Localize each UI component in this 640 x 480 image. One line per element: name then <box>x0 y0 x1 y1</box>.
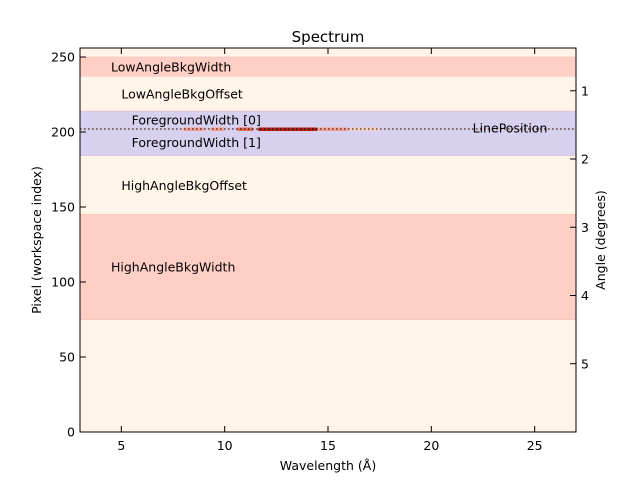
x-tick-label-2: 15 <box>320 438 336 453</box>
signal-segment-0 <box>183 127 204 131</box>
region-label-1: LowAngleBkgOffset <box>121 86 243 101</box>
y2-tick-label-3: 4 <box>581 288 589 303</box>
x-axis: 5 10 15 20 25 <box>117 48 543 453</box>
y2-tick-label-1: 2 <box>581 152 589 167</box>
region-label-5: HighAngleBkgWidth <box>111 260 235 275</box>
x-tick-label-3: 20 <box>423 438 439 453</box>
x-tick-label-1: 10 <box>217 438 233 453</box>
region-label-4: HighAngleBkgOffset <box>121 178 247 193</box>
y-tick-label-3: 150 <box>51 200 75 215</box>
y-tick-label-1: 50 <box>59 350 75 365</box>
y-tick-label-4: 200 <box>51 125 75 140</box>
region-1 <box>80 76 576 111</box>
y2-tick-label-0: 1 <box>581 83 589 98</box>
y-axis-label: Pixel (workspace index) <box>29 166 44 314</box>
secondary-y-axis-label: Angle (degrees) <box>593 190 608 290</box>
chart-title: Spectrum <box>292 28 365 46</box>
x-tick-label-4: 25 <box>527 438 543 453</box>
line-position-label: LinePosition <box>473 121 548 136</box>
y-axis: 0 50 100 150 200 250 <box>51 50 86 440</box>
y-tick-label-5: 250 <box>51 50 75 65</box>
x-tick-label-0: 5 <box>117 438 125 453</box>
secondary-y-axis: 1 2 3 4 5 <box>570 83 589 371</box>
region-4 <box>80 156 576 215</box>
y-tick-label-0: 0 <box>67 425 75 440</box>
region-3 <box>79 128 577 157</box>
x-axis-label: Wavelength (Å) <box>280 458 376 473</box>
region-label-2: ForegroundWidth [0] <box>132 113 261 128</box>
y2-tick-label-4: 5 <box>581 356 589 371</box>
plot-area: LowAngleBkgWidth LowAngleBkgOffset Foregro… <box>79 48 577 432</box>
y2-tick-label-2: 3 <box>581 220 589 235</box>
y-tick-label-2: 100 <box>51 275 75 290</box>
region-label-3: ForegroundWidth [1] <box>132 135 261 150</box>
signal-segment-3 <box>257 127 318 131</box>
region-label-0: LowAngleBkgWidth <box>111 59 231 74</box>
